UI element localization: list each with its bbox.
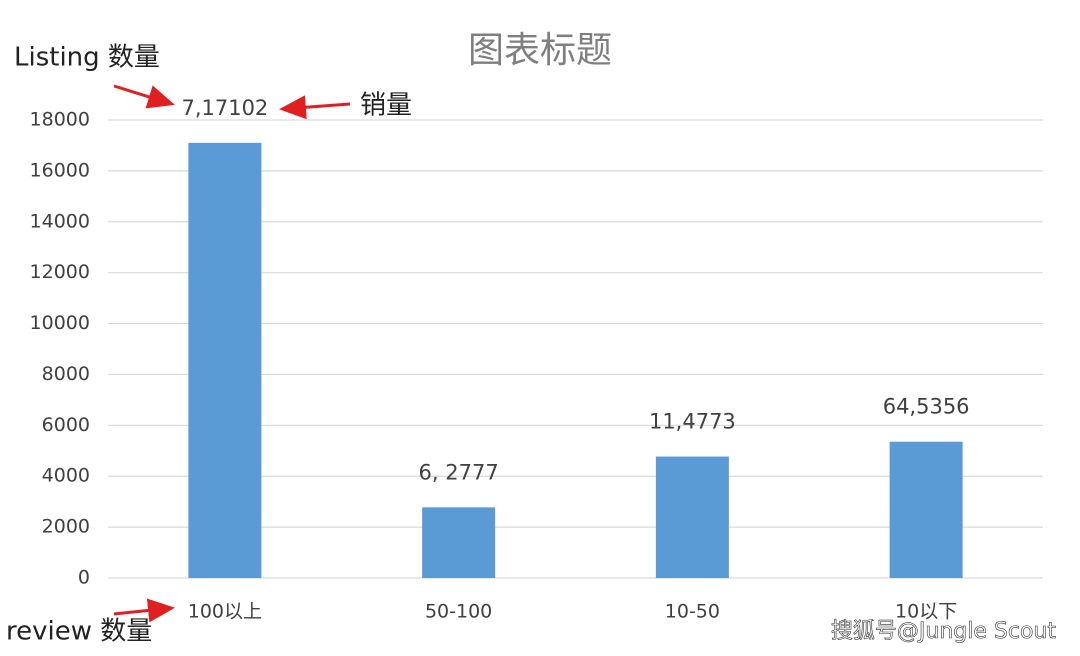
annotation: Listing 数量 xyxy=(14,43,160,73)
arrow xyxy=(113,598,175,623)
arrow xyxy=(279,95,351,120)
y-tick-label: 16000 xyxy=(30,159,90,181)
annotation: review 数量 xyxy=(6,617,152,647)
bar xyxy=(655,456,729,578)
data-label: 7,17102 xyxy=(181,96,268,120)
annotation: 销量 xyxy=(360,91,412,121)
x-tick-label: 50-100 xyxy=(425,601,492,623)
y-tick-label: 18000 xyxy=(30,109,90,131)
y-tick-label: 12000 xyxy=(30,261,90,283)
y-tick-label: 2000 xyxy=(42,516,90,538)
y-tick-label: 0 xyxy=(78,567,90,589)
y-tick-label: 4000 xyxy=(42,465,90,487)
y-tick-label: 10000 xyxy=(30,312,90,334)
data-label: 6, 2777 xyxy=(419,460,499,484)
data-label: 11,4773 xyxy=(649,410,736,434)
data-label: 64,5356 xyxy=(883,395,970,419)
x-tick-label: 100以上 xyxy=(188,601,262,623)
chart-title: 图表标题 xyxy=(468,30,612,71)
bar xyxy=(422,507,496,578)
bar xyxy=(889,441,963,578)
y-tick-label: 14000 xyxy=(30,210,90,232)
watermark: 搜狐号@Jungle Scout xyxy=(831,619,1056,644)
arrow xyxy=(113,84,175,109)
bar xyxy=(188,142,262,578)
y-tick-label: 8000 xyxy=(42,363,90,385)
x-tick-label: 10以下 xyxy=(895,601,957,623)
x-tick-label: 10-50 xyxy=(665,601,720,623)
y-tick-label: 6000 xyxy=(42,414,90,436)
